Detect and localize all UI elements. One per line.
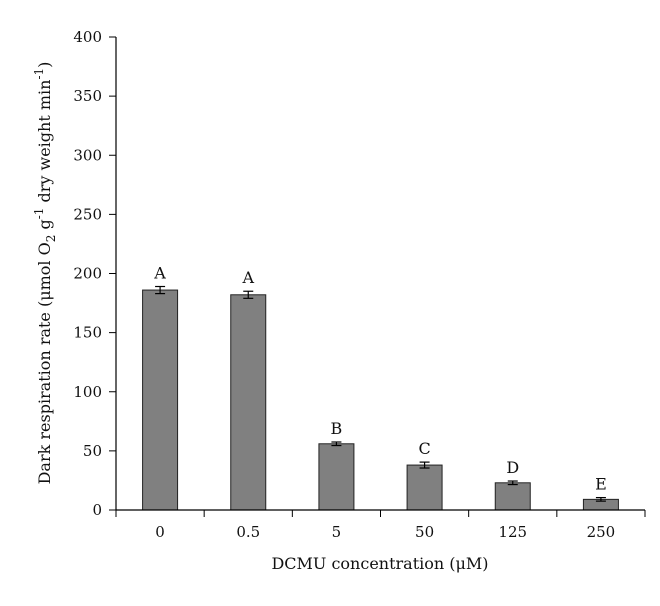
significance-label: A — [241, 268, 254, 287]
x-tick-label: 5 — [332, 523, 342, 541]
bar — [494, 482, 531, 511]
bar — [230, 294, 267, 511]
x-axis-title: DCMU concentration (μM) — [271, 554, 488, 573]
y-axis-title-close: ) — [35, 62, 54, 68]
error-bars — [155, 285, 606, 502]
bar — [318, 443, 355, 511]
significance-label: D — [506, 458, 519, 477]
x-tick-label: 125 — [498, 523, 527, 541]
significance-label: A — [153, 264, 166, 283]
bars — [142, 289, 619, 511]
x-tick-label: 250 — [587, 523, 616, 541]
significance-label: B — [331, 419, 343, 438]
x-tick-label: 50 — [415, 523, 434, 541]
y-axis-title-mid: g — [35, 219, 54, 234]
significance-label: E — [595, 475, 607, 494]
y-tick-label: 50 — [83, 442, 102, 460]
y-axis-title-sup2: -1 — [32, 68, 46, 80]
y-tick-label: 300 — [73, 146, 102, 164]
bar — [142, 289, 179, 511]
y-axis-title: Dark respiration rate (μmol O2 g-1 dry w… — [32, 62, 58, 485]
significance-label: C — [418, 439, 430, 458]
bar — [406, 464, 443, 511]
x-tick-label: 0 — [155, 523, 165, 541]
y-axis-ticks: 0 50 100 150 200 250 300 350 400 — [73, 28, 116, 519]
y-tick-label: 150 — [73, 324, 102, 342]
y-tick-label: 350 — [73, 87, 102, 105]
y-tick-label: 200 — [73, 265, 102, 283]
y-tick-label: 100 — [73, 383, 102, 401]
significance-labels: A A B C D E — [153, 264, 606, 494]
y-tick-label: 250 — [73, 205, 102, 223]
y-axis-title-end: dry weight min — [35, 80, 54, 208]
x-tick-label: 0.5 — [236, 523, 260, 541]
y-axis-title-sup1: -1 — [32, 208, 46, 220]
y-tick-label: 400 — [73, 28, 102, 46]
y-axis-title-sub: 2 — [44, 235, 58, 243]
x-axis-ticks: 0 0.5 5 50 125 250 — [115, 510, 646, 541]
y-axis-title-main: Dark respiration rate (μmol O — [35, 242, 54, 484]
y-tick-label: 0 — [92, 501, 102, 519]
